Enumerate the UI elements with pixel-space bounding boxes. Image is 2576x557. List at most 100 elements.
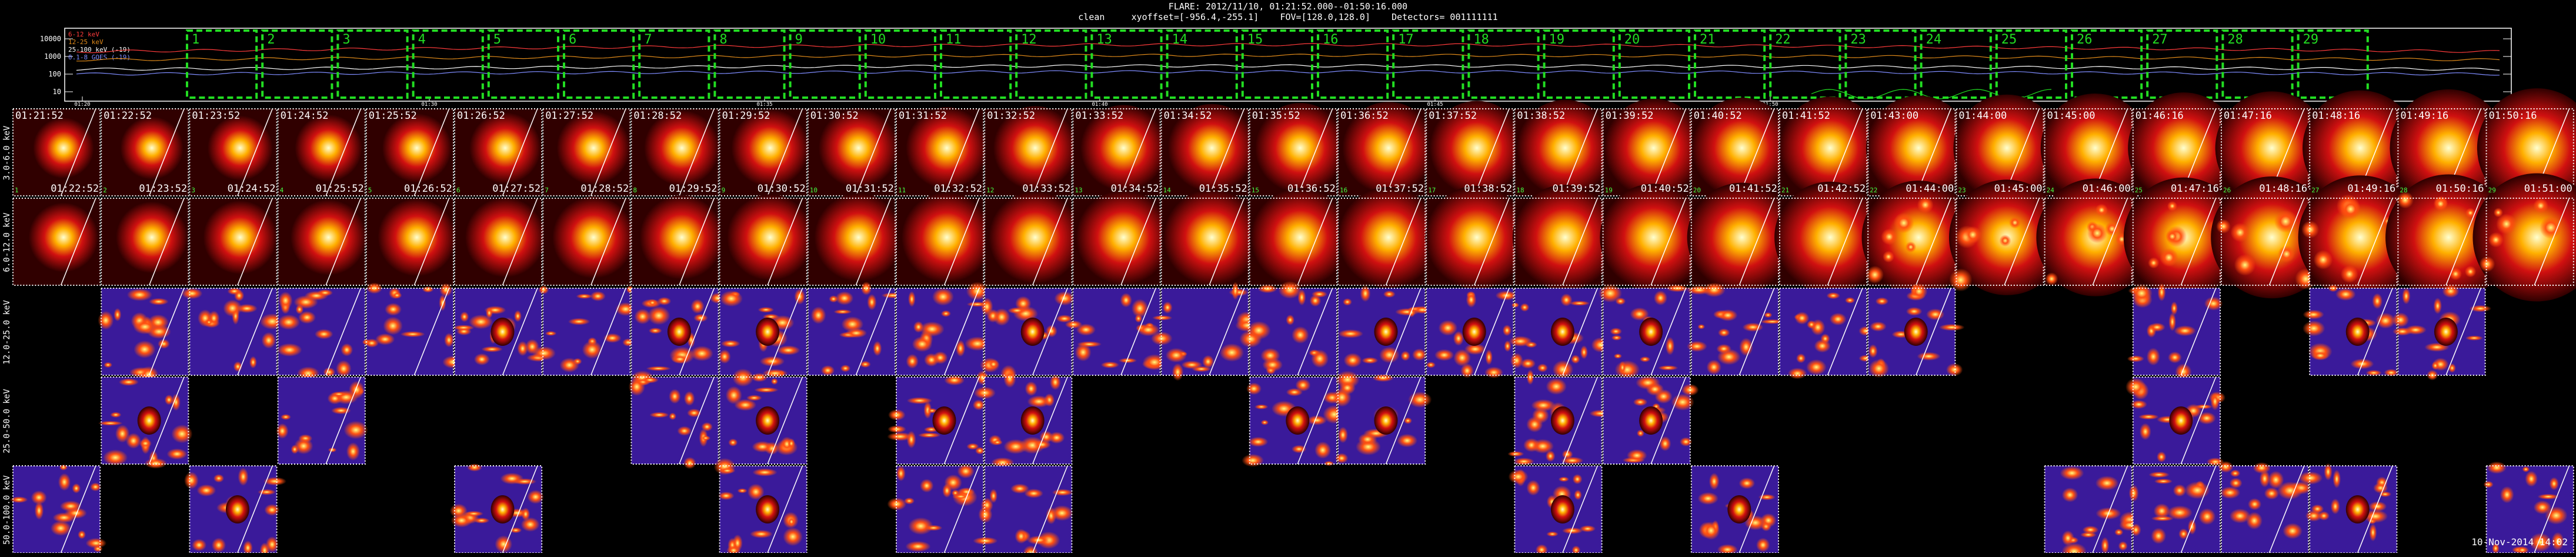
image-cell — [1426, 101, 1524, 196]
y-tick-label: 100 — [48, 70, 61, 78]
image-cell — [2125, 376, 2226, 466]
image-cell — [454, 108, 543, 196]
image-cell — [973, 465, 1073, 553]
interval-box — [412, 29, 484, 99]
interval-end-time: 01:51:00 — [2524, 183, 2572, 195]
interval-end-time: 01:27:52 — [492, 183, 541, 195]
interval-end-time: 01:41:52 — [1729, 183, 1777, 195]
interval-start-time: 01:30:52 — [810, 110, 859, 122]
interval-index: 14 — [1163, 186, 1171, 194]
interval-end-time: 01:42:52 — [1817, 183, 1866, 195]
image-cell — [896, 107, 988, 196]
interval-index: 9 — [721, 186, 726, 194]
interval-start-time: 01:49:16 — [2400, 110, 2449, 122]
image-cell — [1690, 465, 1780, 553]
interval-start-time: 01:21:52 — [15, 110, 64, 122]
interval-number: 14 — [1172, 32, 1188, 47]
image-cell — [807, 108, 899, 196]
image-cell — [2211, 176, 2333, 299]
interval-number: 2 — [267, 32, 275, 47]
interval-index: 15 — [1251, 186, 1260, 194]
interval-start-time: 01:26:52 — [457, 110, 505, 122]
interval-number: 9 — [795, 32, 803, 47]
image-cell — [718, 288, 807, 378]
image-cell — [1953, 94, 2061, 202]
interval-end-time: 01:50:16 — [2435, 183, 2484, 195]
interval-end-time: 01:48:16 — [2259, 183, 2308, 195]
image-cell — [362, 282, 464, 376]
image-cell — [630, 195, 725, 286]
interval-start-time: 01:47:16 — [2224, 110, 2272, 122]
interval-start-time: 01:25:52 — [368, 110, 417, 122]
interval-box — [186, 29, 258, 99]
interval-start-time: 01:29:52 — [722, 110, 770, 122]
interval-index: 10 — [809, 186, 818, 194]
image-cell — [1508, 465, 1603, 553]
image-cell — [630, 108, 720, 196]
interval-start-time: 01:24:52 — [280, 110, 329, 122]
interval-start-time: 01:34:52 — [1163, 110, 1212, 122]
image-cell — [101, 108, 189, 196]
interval-box — [1467, 29, 1540, 99]
interval-index: 28 — [2400, 186, 2408, 194]
legend-entry: 0.1-8 GOES (-19) — [68, 54, 131, 61]
image-cell — [1333, 371, 1432, 465]
interval-index: 6 — [456, 186, 461, 194]
interval-number: 16 — [1323, 32, 1339, 47]
image-cell — [1337, 102, 1435, 196]
interval-end-time: 01:25:52 — [315, 183, 364, 195]
image-cell — [365, 108, 454, 196]
image-cell — [453, 288, 552, 376]
interval-index: 17 — [1428, 186, 1436, 194]
interval-box — [1920, 29, 1992, 99]
interval-start-time: 01:37:52 — [1429, 110, 1477, 122]
image-cell — [1249, 188, 1350, 287]
image-cell — [365, 198, 456, 286]
interval-box — [940, 29, 1012, 99]
image-cell — [1866, 95, 1971, 201]
image-cell — [887, 370, 989, 465]
interval-number: 24 — [1926, 32, 1942, 47]
interval-number: 12 — [1021, 32, 1037, 47]
interval-end-time: 01:47:16 — [2171, 183, 2219, 195]
image-cell — [1687, 182, 1797, 292]
image-cell — [1072, 190, 1171, 286]
image-cell — [1337, 186, 1439, 288]
interval-index: 26 — [2223, 186, 2231, 194]
interval-box — [864, 29, 937, 99]
image-cell — [1602, 375, 1699, 465]
interval-start-time: 01:23:52 — [192, 110, 241, 122]
x-tick-label: 01:20 — [74, 102, 90, 106]
image-cell — [1690, 98, 1793, 199]
interval-end-time: 01:29:52 — [669, 183, 718, 195]
interval-start-time: 01:48:16 — [2312, 110, 2361, 122]
interval-number: 1 — [192, 32, 199, 47]
image-cell — [1861, 181, 1976, 295]
image-cell — [2392, 284, 2492, 381]
lightcurve-series — [76, 64, 2500, 71]
image-cell — [1779, 288, 1873, 379]
interval-end-time: 01:45:00 — [1994, 183, 2043, 195]
interval-box — [336, 29, 409, 99]
interval-end-time: 01:24:52 — [227, 183, 276, 195]
image-cell — [1160, 189, 1260, 286]
interval-start-time: 01:33:52 — [1075, 110, 1124, 122]
image-cell — [628, 371, 719, 469]
image-cell — [2128, 92, 2240, 204]
image-cell — [98, 376, 193, 469]
x-tick-label: 01:35 — [756, 102, 772, 106]
image-cell — [2298, 463, 2398, 553]
image-cell — [2036, 178, 2154, 296]
interval-start-time: 01:31:52 — [899, 110, 947, 122]
image-cell — [2123, 177, 2244, 298]
image-cell — [449, 463, 544, 553]
interval-start-time: 01:46:16 — [2135, 110, 2184, 122]
interval-index: 2 — [103, 186, 107, 194]
interval-index: 12 — [986, 186, 995, 194]
x-tick-label: 01:30 — [421, 102, 437, 106]
interval-start-time: 01:50:16 — [2488, 110, 2537, 122]
image-cell — [454, 197, 546, 286]
interval-box — [1090, 29, 1163, 99]
lightcurve-panel: 10000 1000 100 10 01:20 01:30 01:35 01:40 01:45 0… — [40, 28, 2512, 106]
interval-start-time: 01:28:52 — [633, 110, 682, 122]
